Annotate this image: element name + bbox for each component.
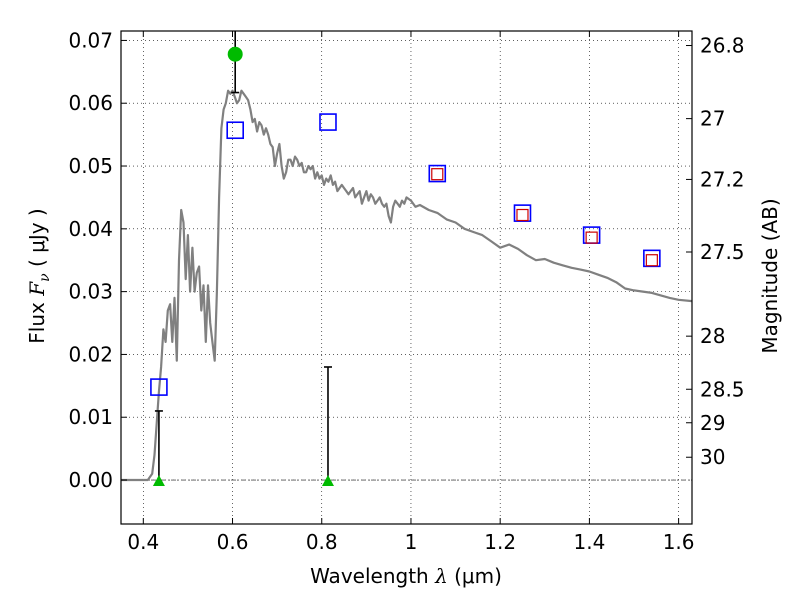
upper-limit-marker-1 [321,475,334,487]
y2-tick-label-5: 28.5 [700,377,745,401]
model-photometry-point-6 [643,249,661,268]
x-tick-label-5: 1.4 [573,530,605,554]
y2-tick-label-4: 28 [700,324,725,348]
model-photometry-point-2 [319,113,337,131]
inner-photometry-point-1 [516,208,529,222]
model-photometry-series [150,113,661,396]
y2-axis-label: Magnitude (AB) [758,198,782,353]
y-tick-label-4: 0.04 [68,217,113,241]
y-tick-label-2: 0.02 [68,342,113,366]
inner-photometry-point-2 [585,231,598,244]
y-tick-label-6: 0.06 [68,91,113,115]
y-tick-labels: 0.00 0.01 0.02 0.03 0.04 0.05 0.06 0.07 [68,28,113,492]
y2-tick-label-3: 27.5 [700,240,745,264]
plot-frame [120,30,693,525]
detection-point-0 [227,46,243,62]
x-tick-labels: 0.4 0.6 0.8 1 1.2 1.4 1.6 [127,530,694,554]
model-spectrum-series [121,89,693,482]
model-spectrum-line [121,89,693,482]
model-photometry-point-1 [226,121,244,140]
y-tick-label-0: 0.00 [68,468,113,492]
y-tick-label-3: 0.03 [68,280,113,304]
y-tick-label-5: 0.05 [68,154,113,178]
y2-tick-label-2: 27.2 [700,167,745,191]
y-tick-label-1: 0.01 [68,405,113,429]
y2-tick-labels: 26.8 27 27.2 27.5 28 28.5 29 30 [700,34,745,470]
y2-tick-label-7: 30 [700,445,725,469]
y2-tick-label-1: 27 [700,107,725,131]
x-tick-label-0: 0.4 [127,530,159,554]
x-tick-label-1: 0.6 [217,530,249,554]
inner-photometry-point-0 [431,168,444,181]
upper-limit-marker-0 [152,475,165,487]
y-axis-label: Flux Fν ( μJy ) [25,208,53,343]
y2-tick-label-6: 29 [700,411,725,435]
errorbar-series [154,31,332,481]
y-tick-label-7: 0.07 [68,28,113,52]
model-photometry-point-3 [428,164,447,183]
model-photometry-point-0 [150,378,168,396]
model-photometry-point-4 [513,204,532,222]
x-tick-label-4: 1.2 [484,530,516,554]
axis-ticks [121,31,692,524]
x-tick-label-3: 1 [405,530,418,554]
x-tick-label-6: 1.6 [663,530,695,554]
x-tick-label-2: 0.8 [306,530,338,554]
detection-series [152,46,334,487]
inner-photometry-point-3 [645,254,658,267]
x-axis-label: Wavelength λ (μm) [310,564,502,588]
y2-tick-label-0: 26.8 [700,34,745,58]
